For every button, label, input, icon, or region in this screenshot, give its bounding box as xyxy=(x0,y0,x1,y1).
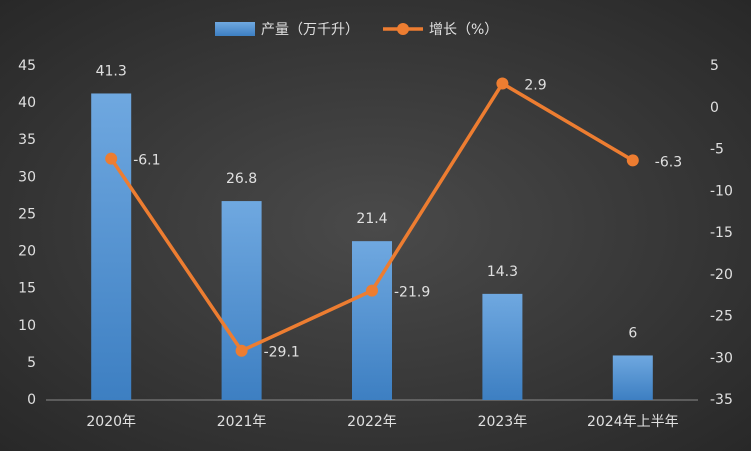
y-tick-label: 45 xyxy=(18,58,36,74)
legend-label: 产量（万千升） xyxy=(261,22,359,38)
line-value-label: 2.9 xyxy=(524,78,546,94)
line-value-label: -6.3 xyxy=(655,154,682,170)
bar xyxy=(482,293,523,400)
bar xyxy=(612,355,653,400)
bar-value-label: 21.4 xyxy=(356,211,387,227)
y2-tick-label: -5 xyxy=(710,142,724,158)
bar-value-label: 6 xyxy=(628,325,637,341)
line-value-label: -29.1 xyxy=(264,345,300,361)
y-tick-label: 30 xyxy=(18,169,36,185)
bar-value-label: 41.3 xyxy=(96,63,127,79)
y2-tick-label: 5 xyxy=(710,58,719,74)
bar-value-label: 14.3 xyxy=(487,264,518,280)
line-marker xyxy=(366,284,378,297)
legend-label: 增长（%） xyxy=(429,22,498,38)
x-tick-label: 2024年上半年 xyxy=(587,414,679,430)
x-tick-label: 2023年 xyxy=(478,414,528,430)
y-tick-label: 25 xyxy=(18,206,36,222)
y2-tick-label: -30 xyxy=(710,350,733,366)
y2-tick-label: -20 xyxy=(710,267,733,283)
line-marker xyxy=(496,77,509,90)
bar xyxy=(221,201,262,400)
y-tick-label: 20 xyxy=(18,244,36,260)
y-tick-label: 35 xyxy=(18,132,36,148)
y-tick-label: 15 xyxy=(18,281,36,297)
line-marker xyxy=(105,152,118,165)
y2-tick-label: 0 xyxy=(710,100,719,116)
legend-swatch xyxy=(397,23,409,35)
y2-tick-label: -25 xyxy=(710,309,733,325)
y-tick-label: 5 xyxy=(27,355,36,371)
x-tick-label: 2020年 xyxy=(86,414,136,430)
x-tick-label: 2021年 xyxy=(217,414,267,430)
y2-tick-label: -35 xyxy=(710,392,733,408)
y-tick-label: 0 xyxy=(27,392,36,408)
line-marker xyxy=(626,154,639,167)
y-tick-label: 40 xyxy=(18,95,36,111)
y2-tick-label: -15 xyxy=(710,225,733,241)
y-tick-label: 10 xyxy=(18,318,36,334)
bar-value-label: 26.8 xyxy=(226,171,257,187)
line-value-label: -6.1 xyxy=(133,153,160,169)
bar xyxy=(91,93,132,400)
bar xyxy=(352,241,392,400)
x-tick-label: 2022年 xyxy=(347,414,397,430)
line-marker xyxy=(235,344,248,357)
legend-swatch xyxy=(215,22,255,36)
line-value-label: -21.9 xyxy=(394,285,430,301)
y2-tick-label: -10 xyxy=(710,183,733,199)
